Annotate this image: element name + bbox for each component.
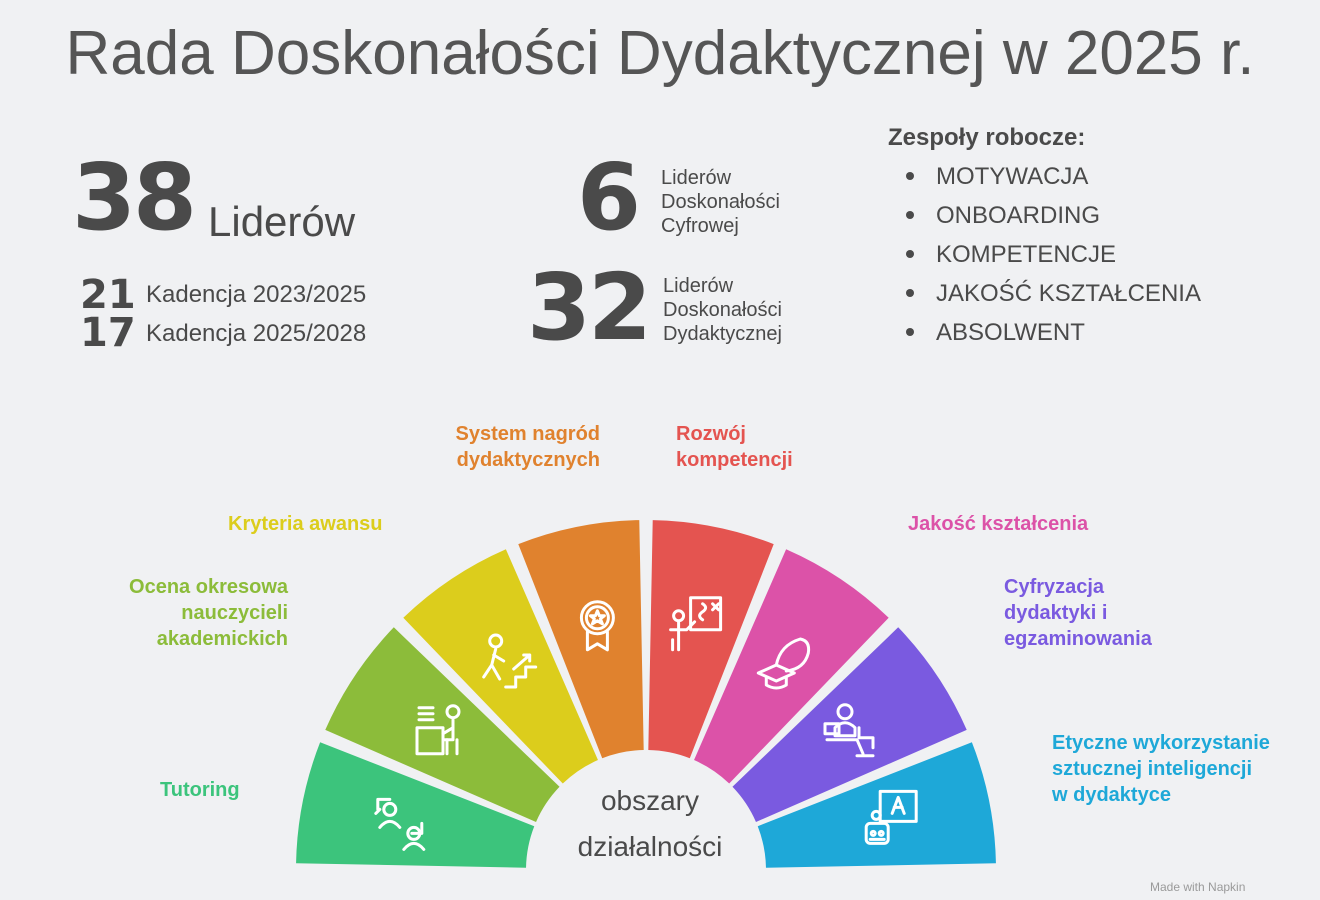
person-climbing-stairs-icon [482,633,538,689]
area-label-digitization: Cyfryzacja dydaktyki i egzaminowania [1004,574,1152,652]
team-item-label: ONBOARDING [936,202,1101,229]
bullet-dot-icon [906,249,914,258]
digital-label-line: Doskonałości [661,191,780,213]
area-segment-competences [648,520,774,759]
team-item: JAKOŚĆ KSZTAŁCENIA [906,279,1201,318]
didactic-label-line: Doskonałości [663,299,782,321]
area-label-text: Ocena okresowa nauczycieli akademickich [129,576,288,650]
term1-count: 21 [80,272,136,318]
area-segment-promotion [403,549,598,784]
area-label-text: Cyfryzacja dydaktyki i egzaminowania [1004,576,1152,650]
didactic-label-line: Dydaktycznej [663,323,782,345]
teacher-at-desk-icon [415,704,461,756]
team-item-label: MOTYWACJA [936,163,1089,190]
teams-list: MOTYWACJA ONBOARDING KOMPETENCJE JAKOŚĆ … [906,162,1201,357]
team-item: MOTYWACJA [906,162,1201,201]
made-with-credit: Made with Napkin [1150,880,1246,894]
team-item: ABSOLWENT [906,318,1201,357]
area-label-text: Rozwój kompetencji [676,423,793,471]
bullet-dot-icon [906,210,914,219]
area-label-text: Kryteria awansu [228,513,383,535]
leaders-total-number: 38 [72,144,197,251]
page-title: Rada Doskonałości Dydaktycznej w 2025 r. [65,19,1255,88]
area-label-tutoring: Tutoring [160,777,240,803]
bullet-dot-icon [906,288,914,297]
area-label-quality: Jakość kształcenia [908,511,1088,537]
bullet-dot-icon [906,327,914,336]
area-segment-ai-ethics [757,742,996,868]
area-label-promotion: Kryteria awansu [228,511,383,537]
area-label-ai-ethics: Etyczne wykorzystanie sztucznej intelige… [1052,730,1270,808]
bullet-dot-icon [906,171,914,180]
award-medal-icon [579,600,615,652]
area-segment-assessment [325,627,560,822]
digital-leaders-number: 6 [577,144,642,251]
person-at-laptop-icon [823,703,875,758]
area-label-text: Etyczne wykorzystanie sztucznej intelige… [1052,732,1270,806]
teacher-at-board-icon [669,596,723,652]
area-segment-tutoring [296,742,535,868]
area-label-text: Jakość kształcenia [908,513,1089,535]
area-label-awards: System nagród dydaktycznych [400,421,600,473]
digital-leaders-label: Liderów Doskonałości Cyfrowej [661,166,780,238]
center-label-line2: działalności [577,831,723,862]
team-item-label: ABSOLWENT [936,319,1085,346]
area-segment-quality [694,549,889,784]
digital-label-line: Liderów [661,167,732,189]
team-item: ONBOARDING [906,201,1201,240]
teams-heading: Zespoły robocze: [888,124,1086,151]
area-label-text: Tutoring [160,779,240,801]
leaders-total-label: Liderów [208,198,356,245]
tutoring-swap-people-icon [374,797,426,851]
team-item-label: KOMPETENCJE [936,241,1117,268]
didactic-leaders-label: Liderów Doskonałości Dydaktycznej [663,274,782,346]
robot-ai-board-icon [864,789,918,845]
term1-label: Kadencja 2023/2025 [146,281,367,308]
team-item: KOMPETENCJE [906,240,1201,279]
area-label-competences: Rozwój kompetencji [676,421,793,473]
term2-label: Kadencja 2025/2028 [146,320,367,347]
didactic-label-line: Liderów [663,275,734,297]
digital-label-line: Cyfrowej [661,215,739,237]
area-label-assessment: Ocena okresowa nauczycieli akademickich [60,574,288,652]
area-label-text: System nagród dydaktycznych [455,423,600,471]
center-label-line1: obszary [600,785,700,816]
area-segment-awards [518,520,644,759]
didactic-leaders-number: 32 [527,254,652,361]
graduation-cap-icon [756,637,811,690]
term2-count: 17 [80,310,136,356]
team-item-label: JAKOŚĆ KSZTAŁCENIA [936,280,1201,307]
